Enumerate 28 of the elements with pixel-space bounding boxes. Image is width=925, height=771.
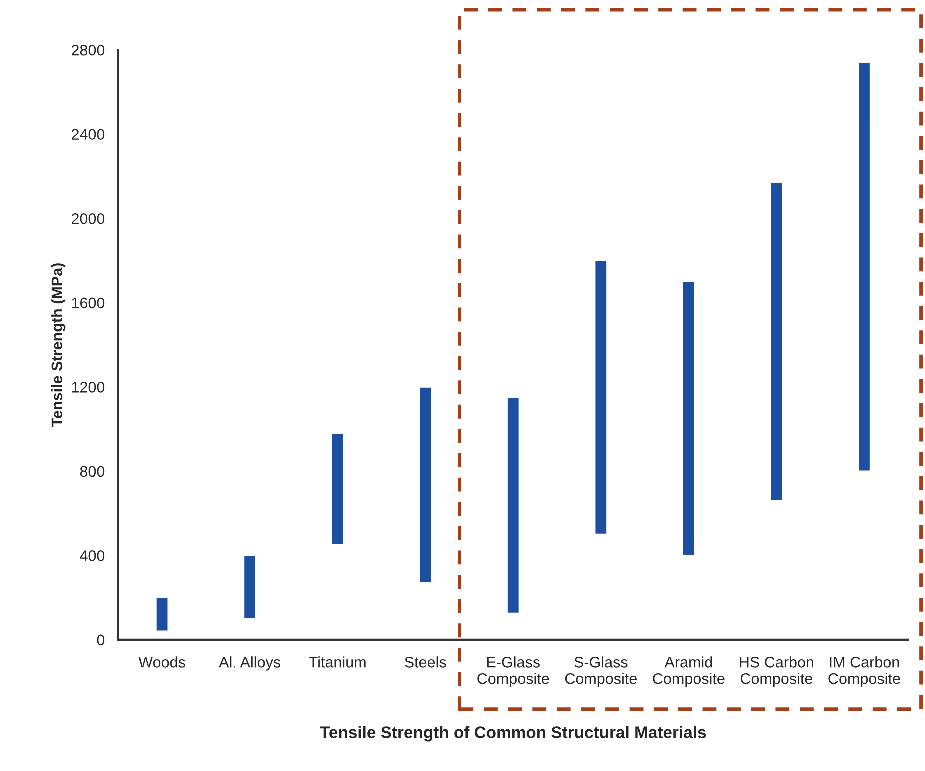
bar [418,386,432,584]
y-tick-label: 0 [97,634,105,646]
x-tick-label: S-Glass Composite [565,656,637,688]
x-tick-label: Titanium [309,656,366,668]
y-tick-label: 400 [80,550,105,562]
bar [770,182,784,502]
y-tick-label: 800 [80,466,105,478]
x-axis-title: Tensile Strength of Common Structural Materials [320,726,706,742]
bar [506,396,520,614]
y-tick-label: 2400 [72,129,105,140]
x-tick-label: HS Carbon Composite [740,656,814,688]
y-tick-label: 2000 [72,214,105,224]
y-tick-label: 1200 [72,382,105,393]
bar [594,260,608,536]
x-tick-label: E-Glass Composite [478,656,550,688]
x-tick-label: Aramid Composite [653,656,725,688]
bar [330,432,345,546]
x-tick-label: Al. Alloys [219,656,280,671]
y-axis-title: Tensile Strength (MPa) [51,264,66,428]
x-tick-label: IM Carbon Composite [828,656,900,688]
y-tick-label: 2800 [72,44,105,56]
bar [682,281,696,556]
bar [858,62,872,472]
x-tick-label: Woods [138,656,186,668]
x-tick-label: Steels [405,656,446,668]
y-tick-label: 1600 [72,298,105,309]
bar [155,597,170,632]
bar [243,554,257,620]
